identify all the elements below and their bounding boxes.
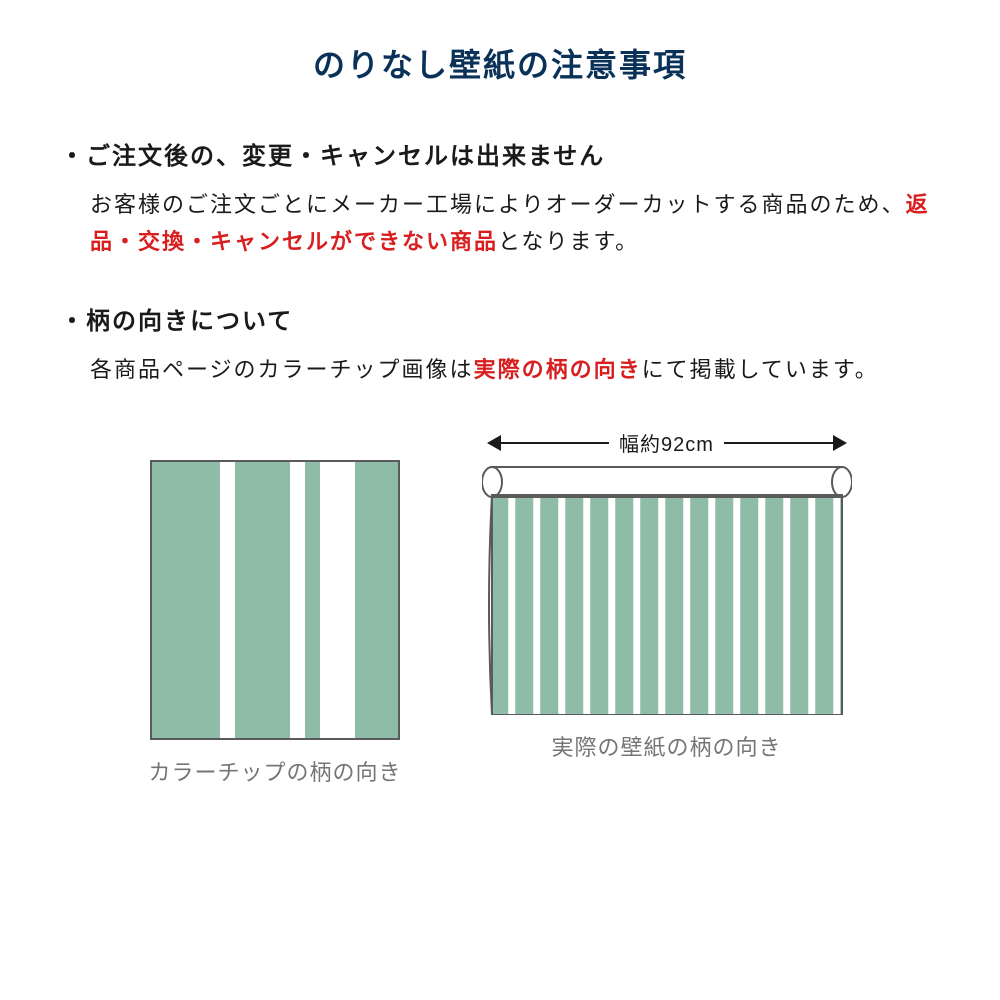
section1-body-after: となります。 xyxy=(498,229,639,254)
section2-body-before: 各商品ページのカラーチップ画像は xyxy=(90,357,474,382)
section1-body: お客様のご注文ごとにメーカー工場によりオーダーカットする商品のため、返品・交換・… xyxy=(60,186,940,261)
section-pattern-direction: ・柄の向きについて 各商品ページのカラーチップ画像は実際の柄の向きにて掲載してい… xyxy=(60,301,940,388)
section-cancel-policy: ・ご注文後の、変更・キャンセルは出来ません お客様のご注文ごとにメーカー工場によ… xyxy=(60,136,940,261)
section1-body-before: お客様のご注文ごとにメーカー工場によりオーダーカットする商品のため、 xyxy=(90,192,906,217)
diagrams-row: カラーチップの柄の向き 幅約92cm 実際の壁紙の柄の向き xyxy=(60,428,940,787)
section1-heading: ・ご注文後の、変更・キャンセルは出来ません xyxy=(60,136,940,171)
roll-diagram: 幅約92cm 実際の壁紙の柄の向き xyxy=(482,428,852,787)
page-title: のりなし壁紙の注意事項 xyxy=(60,40,940,86)
roll-illustration xyxy=(482,465,852,715)
chip-diagram: カラーチップの柄の向き xyxy=(148,428,401,787)
section2-body: 各商品ページのカラーチップ画像は実際の柄の向きにて掲載しています。 xyxy=(60,351,940,388)
chip-caption: カラーチップの柄の向き xyxy=(148,755,401,787)
section2-body-after: にて掲載しています。 xyxy=(642,357,879,382)
arrow-line-right xyxy=(724,442,833,444)
section2-emphasis: 実際の柄の向き xyxy=(474,357,642,382)
section2-heading: ・柄の向きについて xyxy=(60,301,940,336)
roll-caption: 実際の壁紙の柄の向き xyxy=(551,730,781,762)
width-label: 幅約92cm xyxy=(609,428,724,457)
arrow-right-icon xyxy=(833,435,847,451)
width-indicator: 幅約92cm xyxy=(487,428,847,457)
arrow-left-icon xyxy=(487,435,501,451)
arrow-line-left xyxy=(501,442,610,444)
chip-illustration xyxy=(150,460,400,740)
